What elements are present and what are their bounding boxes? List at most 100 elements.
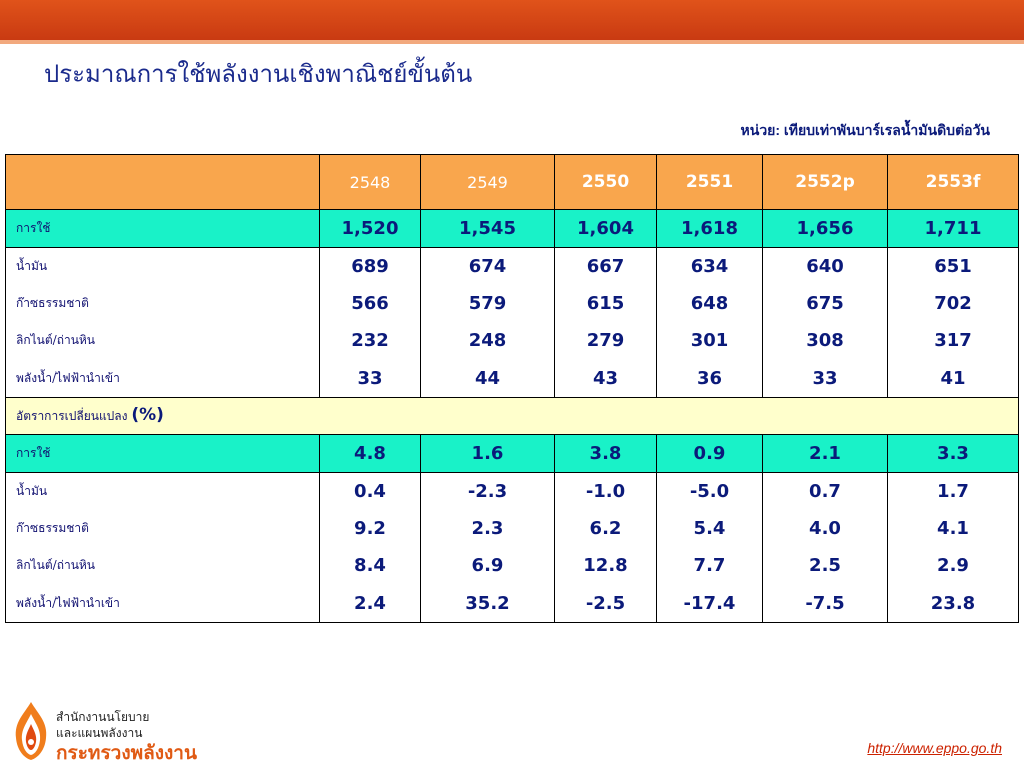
change-section-label: อัตราการเปลี่ยนแปลง (%) (5, 396, 1019, 435)
row-label: ก๊าซธรรมชาติ (5, 284, 320, 322)
header-year: 2553f (887, 154, 1019, 210)
table-cell: 232 (319, 322, 421, 360)
row-label: ลิกไนต์/ถ่านหิน (5, 547, 320, 585)
header-blank (5, 154, 320, 210)
row-label: น้ำมัน (5, 472, 320, 510)
table-cell: 43 (554, 359, 657, 397)
table-cell: 0.9 (656, 434, 763, 473)
table-cell: 33 (762, 359, 888, 397)
table-cell: -1.0 (554, 472, 657, 510)
table-cell: 648 (656, 284, 763, 322)
top-banner-stripe (0, 40, 1024, 44)
table-cell: 4.8 (319, 434, 421, 473)
table-cell: 1,545 (420, 209, 555, 248)
table-cell: 8.4 (319, 547, 421, 585)
row-label: การใช้ (5, 434, 320, 473)
table-cell: 2.3 (420, 509, 555, 547)
table-cell: 4.0 (762, 509, 888, 547)
table-cell: 33 (319, 359, 421, 397)
change-section-row: อัตราการเปลี่ยนแปลง (%) (5, 396, 1019, 435)
org-name-line2: และแผนพลังงาน (56, 726, 143, 740)
table-cell: 2.9 (887, 547, 1019, 585)
table-row: พลังน้ำ/ไฟฟ้านำเข้า 33 44 43 36 33 41 (5, 359, 1019, 397)
table-cell: 675 (762, 284, 888, 322)
change-section-unit: (%) (131, 405, 164, 426)
table-cell: 615 (554, 284, 657, 322)
row-label: พลังน้ำ/ไฟฟ้านำเข้า (5, 584, 320, 623)
row-label: การใช้ (5, 209, 320, 248)
change-total-row: การใช้ 4.8 1.6 3.8 0.9 2.1 3.3 (5, 434, 1019, 473)
table-cell: 1,711 (887, 209, 1019, 248)
table-header-row: 2548 2549 2550 2551 2552p 2553f (5, 154, 1019, 210)
table-cell: 301 (656, 322, 763, 360)
table-cell: 0.7 (762, 472, 888, 510)
table-cell: 7.7 (656, 547, 763, 585)
table-cell: 651 (887, 247, 1019, 285)
website-link[interactable]: http://www.eppo.go.th (867, 740, 1002, 756)
table-cell: 1,656 (762, 209, 888, 248)
row-label: พลังน้ำ/ไฟฟ้านำเข้า (5, 359, 320, 397)
table-cell: 35.2 (420, 584, 555, 623)
table-cell: 1,520 (319, 209, 421, 248)
top-banner (0, 0, 1024, 40)
energy-table: 2548 2549 2550 2551 2552p 2553f การใช้ 1… (5, 154, 1019, 623)
table-cell: 6.2 (554, 509, 657, 547)
table-cell: 308 (762, 322, 888, 360)
header-year: 2549 (420, 154, 555, 210)
table-cell: 579 (420, 284, 555, 322)
table-cell: 667 (554, 247, 657, 285)
table-cell: 12.8 (554, 547, 657, 585)
table-cell: 279 (554, 322, 657, 360)
unit-label: หน่วย: เทียบเท่าพันบาร์เรลน้ำมันดิบต่อวั… (740, 122, 990, 138)
table-cell: 3.3 (887, 434, 1019, 473)
table-cell: 5.4 (656, 509, 763, 547)
table-row: ลิกไนต์/ถ่านหิน 232 248 279 301 308 317 (5, 322, 1019, 360)
table-row: พลังน้ำ/ไฟฟ้านำเข้า 2.4 35.2 -2.5 -17.4 … (5, 584, 1019, 623)
table-cell: 44 (420, 359, 555, 397)
table-cell: 3.8 (554, 434, 657, 473)
table-cell: -5.0 (656, 472, 763, 510)
table-cell: 2.1 (762, 434, 888, 473)
table-row: ลิกไนต์/ถ่านหิน 8.4 6.9 12.8 7.7 2.5 2.9 (5, 547, 1019, 585)
header-year: 2551 (656, 154, 763, 210)
table-row: น้ำมัน 689 674 667 634 640 651 (5, 247, 1019, 285)
table-cell: 689 (319, 247, 421, 285)
table-cell: 317 (887, 322, 1019, 360)
ministry-name: กระทรวงพลังงาน (56, 743, 197, 764)
table-cell: -17.4 (656, 584, 763, 623)
table-cell: 0.4 (319, 472, 421, 510)
table-cell: 702 (887, 284, 1019, 322)
header-year: 2552p (762, 154, 888, 210)
table-cell: 634 (656, 247, 763, 285)
table-cell: 1.6 (420, 434, 555, 473)
table-cell: 1,604 (554, 209, 657, 248)
table-cell: 566 (319, 284, 421, 322)
table-cell: -2.3 (420, 472, 555, 510)
table-row: ก๊าซธรรมชาติ 9.2 2.3 6.2 5.4 4.0 4.1 (5, 509, 1019, 547)
flame-logo-icon (15, 702, 47, 760)
table-cell: 2.5 (762, 547, 888, 585)
table-cell: 4.1 (887, 509, 1019, 547)
header-year: 2550 (554, 154, 657, 210)
table-row: ก๊าซธรรมชาติ 566 579 615 648 675 702 (5, 284, 1019, 322)
table-cell: 9.2 (319, 509, 421, 547)
table-cell: 248 (420, 322, 555, 360)
table-cell: 36 (656, 359, 763, 397)
row-label: ลิกไนต์/ถ่านหิน (5, 322, 320, 360)
table-cell: 23.8 (887, 584, 1019, 623)
table-row: น้ำมัน 0.4 -2.3 -1.0 -5.0 0.7 1.7 (5, 472, 1019, 510)
header-year: 2548 (319, 154, 421, 210)
table-cell: 2.4 (319, 584, 421, 623)
usage-total-row: การใช้ 1,520 1,545 1,604 1,618 1,656 1,7… (5, 209, 1019, 248)
table-cell: -7.5 (762, 584, 888, 623)
org-name-line1: สำนักงานนโยบาย (56, 710, 150, 724)
table-cell: 674 (420, 247, 555, 285)
table-cell: 1.7 (887, 472, 1019, 510)
table-cell: 640 (762, 247, 888, 285)
row-label: ก๊าซธรรมชาติ (5, 509, 320, 547)
change-section-text: อัตราการเปลี่ยนแปลง (16, 409, 128, 424)
table-cell: -2.5 (554, 584, 657, 623)
row-label: น้ำมัน (5, 247, 320, 285)
table-cell: 1,618 (656, 209, 763, 248)
table-cell: 41 (887, 359, 1019, 397)
